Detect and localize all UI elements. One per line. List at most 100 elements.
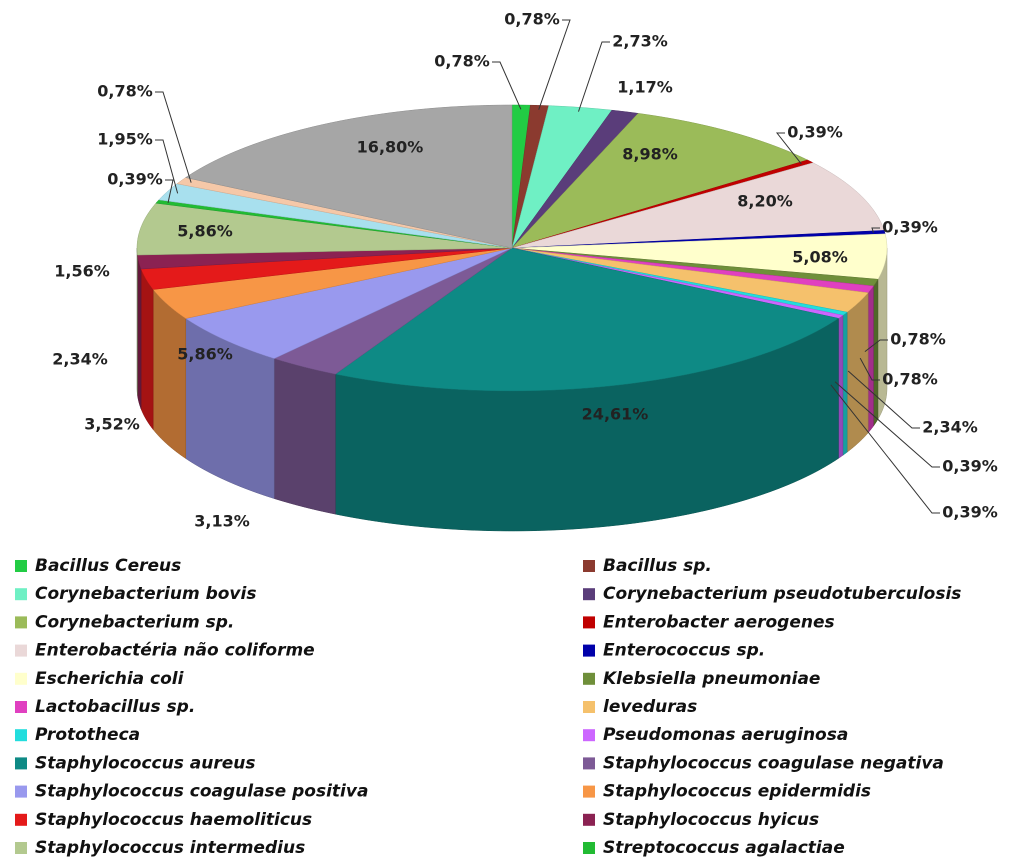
legend-label: Staphylococcus coagulase positiva (35, 782, 368, 802)
legend-swatch (15, 757, 27, 770)
leader-line (492, 61, 522, 110)
leader-line (847, 370, 920, 429)
data-label: 0,78% (890, 330, 946, 349)
data-label: 0,39% (882, 218, 938, 237)
legend-label: Staphylococcus hyicus (603, 810, 819, 830)
legend-swatch (583, 644, 595, 657)
data-label: 0,39% (942, 457, 998, 476)
slice (511, 113, 809, 249)
data-label: 5,86% (177, 222, 233, 241)
legend-label: Pseudomonas aeruginosa (603, 725, 848, 745)
legend-swatch (15, 672, 27, 685)
slice-side (873, 278, 879, 427)
legend-swatch (15, 842, 27, 854)
slice (511, 247, 869, 313)
data-label: 24,61% (582, 405, 649, 424)
slice (152, 247, 513, 319)
legend-swatch (583, 672, 595, 685)
legend-label: Enterobacter aerogenes (603, 612, 835, 632)
legend-swatch (583, 729, 595, 742)
legend-swatch (15, 560, 27, 572)
data-label: 5,86% (177, 345, 233, 364)
data-label: 3,13% (194, 512, 250, 531)
legend-label: Staphylococcus coagulase negativa (603, 753, 944, 773)
legend-label: Escherichia coli (35, 669, 185, 689)
slice (137, 247, 513, 270)
legend-swatch (15, 785, 27, 798)
leader-line (538, 19, 571, 110)
legend-swatch (583, 757, 595, 770)
slice (158, 183, 513, 249)
slice (185, 247, 513, 359)
data-label: 1,95% (97, 130, 153, 149)
data-label: 2,73% (612, 32, 668, 51)
legend-swatch (583, 616, 595, 629)
leader-line (834, 381, 940, 468)
leader-line (155, 91, 192, 183)
legend-label: Klebsiella pneumoniae (603, 669, 820, 689)
slice (511, 105, 613, 249)
legend-label: Staphylococcus epidermidis (603, 782, 871, 802)
data-label: 1,17% (617, 78, 673, 97)
data-label: 1,56% (54, 262, 110, 281)
legend-swatch (583, 785, 595, 798)
legend-swatch (15, 588, 27, 601)
leader-line (775, 132, 802, 165)
slice (140, 247, 513, 290)
slice (511, 233, 888, 280)
slice-side (842, 311, 848, 456)
legend-label: Corynebacterium sp. (35, 612, 234, 632)
legend-label: Prototheca (35, 725, 140, 745)
data-label: 0,39% (942, 503, 998, 522)
data-label: 0,78% (97, 82, 153, 101)
legend-swatch (15, 616, 27, 629)
data-label: 2,34% (52, 350, 108, 369)
legend-label: Staphylococcus intermedius (35, 838, 305, 858)
legend-label: Staphylococcus aureus (35, 753, 255, 773)
legend-label: Enterococcus sp. (603, 641, 765, 661)
slice-side (867, 285, 874, 434)
legend-label: Corynebacterium bovis (35, 584, 256, 604)
legend-label: Bacillus Cereus (35, 556, 181, 576)
slice-side (137, 255, 142, 410)
legend-swatch (583, 813, 595, 826)
leader-line (864, 339, 888, 353)
legend-label: Staphylococcus haemoliticus (35, 810, 312, 830)
leader-line (830, 384, 940, 514)
slice (273, 247, 513, 375)
data-label: 8,20% (737, 192, 793, 211)
legend-swatch (15, 729, 27, 742)
leader-line (165, 179, 174, 204)
legend-label: Corynebacterium pseudotuberculosis (603, 584, 961, 604)
slice-side (140, 268, 154, 431)
legend-label: Enterobactéria não coliforme (35, 641, 315, 661)
legend-swatch (15, 644, 27, 657)
leader-line (155, 139, 179, 194)
data-label: 3,52% (84, 415, 140, 434)
legend-label: leveduras (603, 697, 697, 717)
slice (176, 177, 513, 249)
data-label: 8,98% (622, 145, 678, 164)
leader-line (859, 357, 880, 381)
slice (511, 109, 639, 249)
data-label: 16,80% (357, 138, 424, 157)
legend-swatch (583, 560, 595, 572)
legend-swatch (15, 813, 27, 826)
legend-label: Lactobacillus sp. (35, 697, 195, 717)
legend-swatch (583, 701, 595, 713)
legend-swatch (583, 842, 595, 854)
slice (511, 162, 885, 249)
slice-side (273, 358, 336, 515)
slice (334, 247, 840, 392)
slice (185, 104, 513, 249)
legend-label: Streptococcus agalactiae (603, 838, 845, 858)
data-label: 2,34% (922, 418, 978, 437)
data-label: 0,78% (504, 10, 560, 29)
legend-swatch (583, 588, 595, 601)
slice (136, 202, 513, 256)
data-label: 0,78% (434, 52, 490, 71)
data-label: 0,78% (882, 370, 938, 389)
leader-line (578, 41, 610, 112)
data-label: 0,39% (787, 123, 843, 142)
